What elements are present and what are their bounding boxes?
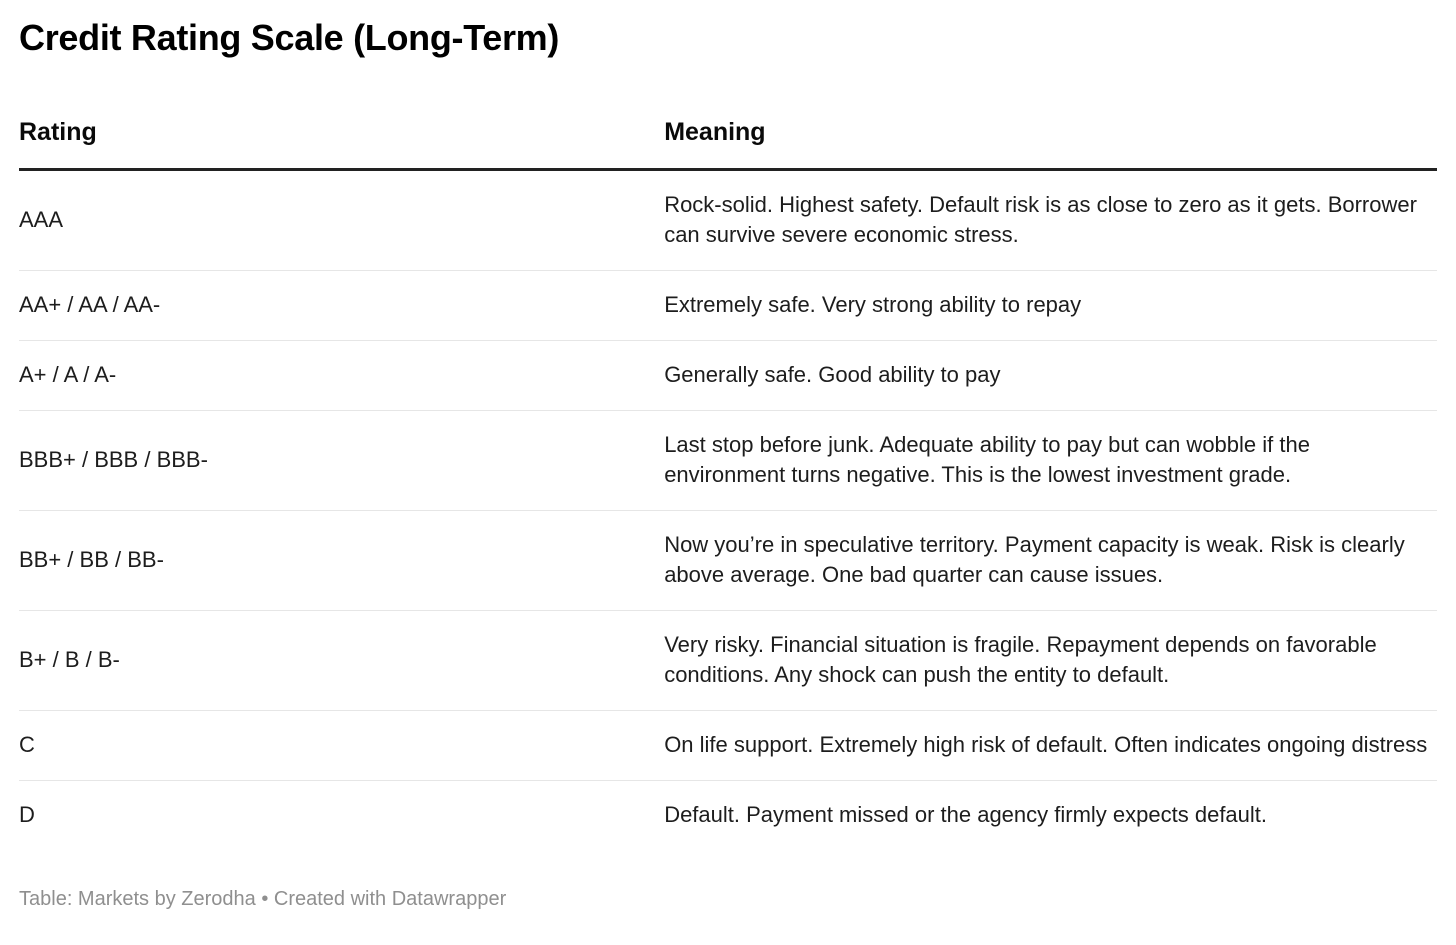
meaning-cell: On life support. Extremely high risk of … [664,710,1437,781]
rating-cell: AAA [19,169,665,271]
meaning-cell: Default. Payment missed or the agency fi… [664,802,1268,827]
rating-cell: BB+ / BB / BB- [19,510,665,611]
credit-rating-table: Rating Meaning AAA Rock-solid. Highest sa… [19,100,1437,850]
table-body: AAA Rock-solid. Highest safety. Default r… [19,169,1437,851]
table-row: BB+ / BB / BB- Now you’re in speculative … [19,510,1437,611]
rating-cell: AA+ / AA / AA- [19,270,665,341]
rating-cell: A+ / A / A- [19,340,665,411]
table-row: AAA Rock-solid. Highest safety. Default r… [19,169,1437,271]
table-row: BBB+ / BBB / BBB- Last stop before junk. … [19,410,1437,511]
table-row: C On life support. Extremely high risk of… [19,710,1437,781]
meaning-cell: Generally safe. Good ability to pay [664,340,1437,411]
meaning-cell: Very risky. Financial situation is fragi… [664,610,1437,711]
chart-title: Credit Rating Scale (Long-Term) [19,17,560,58]
table-row: D Default. Payment missed or the agency f… [19,781,1437,851]
meaning-cell: Extremely safe. Very strong ability to r… [664,270,1437,341]
header-row: Rating Meaning [19,100,1437,171]
rating-cell: D [19,802,35,827]
rating-cell: BBB+ / BBB / BBB- [19,410,665,511]
rating-cell: B+ / B / B- [19,610,665,711]
table-row: B+ / B / B- Very risky. Financial situati… [19,610,1437,711]
column-header-meaning: Meaning [664,100,1437,171]
rating-cell: C [19,710,665,781]
meaning-cell: Last stop before junk. Adequate ability … [664,410,1437,511]
table-footer-attribution: Table: Markets by Zerodha • Created with… [19,888,507,910]
meaning-cell: Now you’re in speculative territory. Pay… [664,510,1437,611]
column-header-rating: Rating [19,100,665,171]
meaning-cell: Rock-solid. Highest safety. Default risk… [664,169,1437,271]
table-row: A+ / A / A- Generally safe. Good ability … [19,340,1437,411]
table-row: AA+ / AA / AA- Extremely safe. Very stron… [19,270,1437,341]
